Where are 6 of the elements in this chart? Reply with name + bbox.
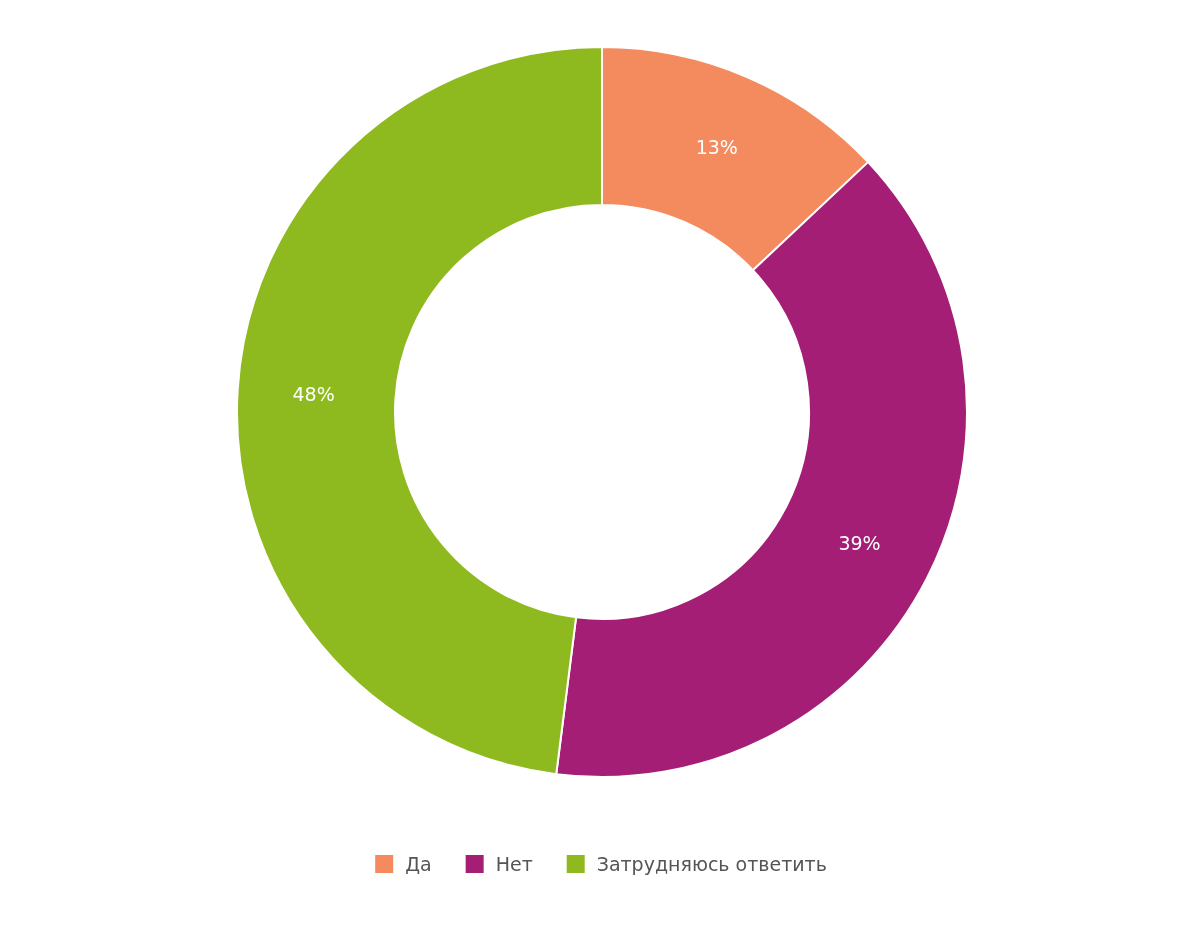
data-label: 48%: [292, 382, 335, 405]
legend-label: Затрудняюсь ответить: [596, 853, 827, 875]
data-label: 13%: [695, 135, 738, 158]
legend-label: Нет: [495, 853, 533, 875]
data-label: 39%: [838, 532, 881, 555]
legend-label: Да: [405, 853, 432, 875]
